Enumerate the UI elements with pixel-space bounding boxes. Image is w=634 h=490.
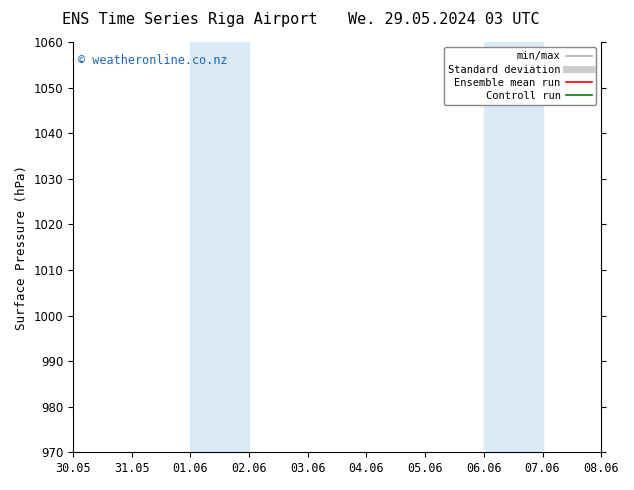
Legend: min/max, Standard deviation, Ensemble mean run, Controll run: min/max, Standard deviation, Ensemble me… xyxy=(444,47,596,105)
Text: We. 29.05.2024 03 UTC: We. 29.05.2024 03 UTC xyxy=(348,12,540,27)
Y-axis label: Surface Pressure (hPa): Surface Pressure (hPa) xyxy=(15,165,28,330)
Bar xyxy=(190,42,249,452)
Text: ENS Time Series Riga Airport: ENS Time Series Riga Airport xyxy=(63,12,318,27)
Text: © weatheronline.co.nz: © weatheronline.co.nz xyxy=(79,54,228,67)
Bar xyxy=(484,42,543,452)
